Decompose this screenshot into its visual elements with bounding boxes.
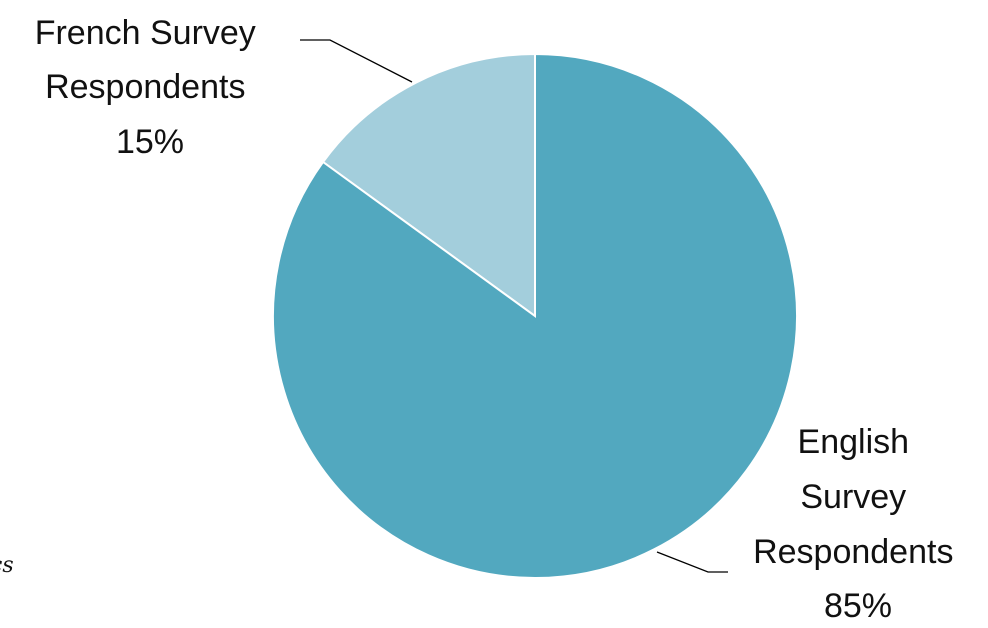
english-label-line-3: Respondents — [753, 533, 953, 571]
pie-slice-english — [272, 52, 798, 579]
french-label-line-1: French Survey — [35, 14, 256, 52]
english-label-line-1: English — [798, 423, 910, 461]
french-leader-line — [300, 39, 413, 83]
french-slice-label: French Survey Respondents 15% — [35, 14, 266, 161]
french-label-line-2: Respondents — [45, 68, 245, 106]
edge-text-fragment: cs — [0, 553, 14, 578]
pie-slice-french — [321, 52, 536, 318]
english-label-value: 85% — [824, 587, 892, 625]
english-label-line-2: Survey — [800, 478, 906, 516]
english-slice-label: English Survey Respondents 85% — [753, 423, 963, 625]
english-leader-line — [656, 551, 728, 573]
pie-slices — [272, 52, 798, 579]
french-label-value: 15% — [116, 123, 184, 161]
